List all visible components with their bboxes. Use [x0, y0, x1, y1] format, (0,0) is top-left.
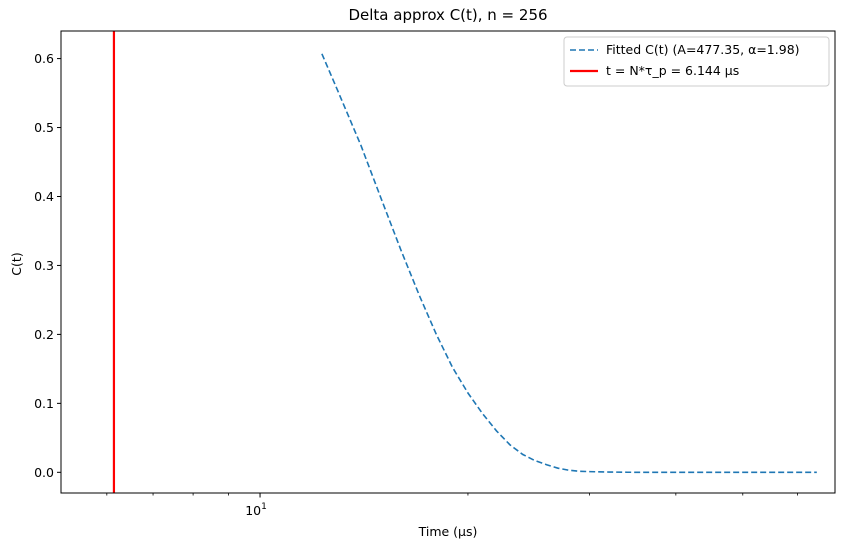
chart-title: Delta approx C(t), n = 256	[348, 6, 547, 24]
y-tick-label: 0.6	[34, 51, 54, 66]
y-axis: 0.0 0.1 0.2 0.3 0.4 0.5 0.6	[34, 51, 61, 480]
plot-frame	[60, 30, 836, 494]
legend: Fitted C(t) (A=477.35, α=1.98) t = N*τ_p…	[563, 36, 830, 87]
y-tick-label: 0.0	[34, 465, 54, 480]
y-tick-label: 0.2	[34, 327, 54, 342]
series-layer	[112, 31, 817, 493]
legend-entry-threshold: t = N*τ_p = 6.144 μs	[606, 63, 739, 78]
y-tick-label: 0.1	[34, 396, 54, 411]
legend-entry-fitted: Fitted C(t) (A=477.35, α=1.98)	[606, 42, 800, 57]
fitted-curve-line	[321, 53, 817, 474]
legend-box	[563, 36, 830, 87]
y-tick-label: 0.4	[34, 189, 54, 204]
x-tick-label: 101	[245, 502, 267, 518]
y-tick-label: 0.3	[34, 258, 54, 273]
y-tick-label: 0.5	[34, 120, 54, 135]
x-axis: 101	[106, 493, 798, 518]
y-axis-label: C(t)	[9, 252, 24, 275]
x-axis-label: Time (μs)	[418, 524, 478, 539]
x-tick-label-exponent: 1	[261, 502, 267, 512]
